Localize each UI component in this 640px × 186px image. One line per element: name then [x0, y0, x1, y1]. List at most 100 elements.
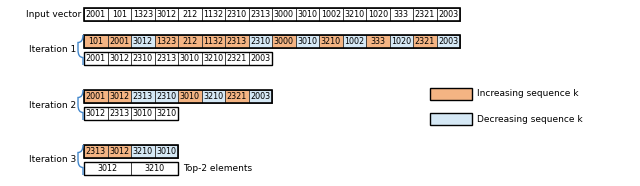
Bar [178, 90, 202, 103]
Bar [430, 113, 472, 125]
Bar [84, 145, 108, 158]
Text: 2003: 2003 [250, 92, 270, 101]
Bar [131, 35, 154, 48]
Bar [131, 145, 154, 158]
Bar [131, 107, 154, 120]
Bar [84, 52, 108, 65]
Bar [84, 90, 272, 103]
Text: 1132: 1132 [203, 10, 223, 19]
Text: Increasing sequence k: Increasing sequence k [477, 89, 579, 99]
Bar [436, 8, 460, 21]
Text: Decreasing sequence k: Decreasing sequence k [477, 115, 582, 124]
Bar [178, 52, 202, 65]
Text: 1002: 1002 [321, 10, 341, 19]
Bar [84, 162, 131, 175]
Text: 333: 333 [371, 37, 385, 46]
Text: 1020: 1020 [391, 37, 412, 46]
Bar [390, 8, 413, 21]
Bar [413, 8, 436, 21]
Bar [178, 35, 202, 48]
Bar [178, 8, 202, 21]
Bar [131, 90, 154, 103]
Text: 3010: 3010 [297, 37, 317, 46]
Text: 3010: 3010 [180, 92, 200, 101]
Bar [131, 162, 178, 175]
Text: 3012: 3012 [109, 92, 129, 101]
Bar [84, 35, 108, 48]
Text: 1323: 1323 [156, 37, 176, 46]
Text: 101: 101 [112, 10, 127, 19]
Bar [272, 8, 296, 21]
Text: Input vector: Input vector [26, 10, 81, 19]
Bar [154, 107, 178, 120]
Text: 2313: 2313 [227, 37, 247, 46]
Bar [272, 35, 296, 48]
Bar [390, 35, 413, 48]
Bar [296, 35, 319, 48]
Bar [319, 35, 342, 48]
Text: 2321: 2321 [415, 37, 435, 46]
Bar [108, 107, 131, 120]
Text: 3012: 3012 [109, 147, 129, 156]
Bar [248, 35, 272, 48]
Bar [225, 90, 248, 103]
Text: 2001: 2001 [86, 92, 106, 101]
Text: 1132: 1132 [203, 37, 223, 46]
Bar [84, 90, 108, 103]
Bar [225, 35, 248, 48]
Text: 2313: 2313 [86, 147, 106, 156]
Bar [154, 52, 178, 65]
Text: 3000: 3000 [274, 37, 294, 46]
Text: Iteration 3: Iteration 3 [29, 155, 76, 164]
Bar [202, 90, 225, 103]
Bar [131, 52, 154, 65]
Bar [202, 52, 225, 65]
Bar [154, 35, 178, 48]
Text: 212: 212 [182, 37, 197, 46]
Text: 3210: 3210 [132, 147, 153, 156]
Text: 2321: 2321 [227, 92, 247, 101]
Bar [84, 52, 272, 65]
Text: 3012: 3012 [97, 164, 118, 173]
Text: 2310: 2310 [132, 54, 153, 63]
Text: 101: 101 [88, 37, 103, 46]
Text: 3210: 3210 [145, 164, 164, 173]
Text: 3000: 3000 [274, 10, 294, 19]
Text: 2310: 2310 [156, 92, 176, 101]
Bar [202, 35, 225, 48]
Text: 3010: 3010 [132, 109, 153, 118]
Text: 1323: 1323 [132, 10, 153, 19]
Bar [108, 52, 131, 65]
Bar [366, 35, 390, 48]
Bar [108, 8, 131, 21]
Text: 2003: 2003 [250, 54, 270, 63]
Text: 2001: 2001 [86, 10, 106, 19]
Bar [319, 8, 342, 21]
Text: 3010: 3010 [297, 10, 317, 19]
Bar [225, 8, 248, 21]
Text: 2313: 2313 [109, 109, 129, 118]
Text: 2310: 2310 [250, 37, 270, 46]
Text: 3210: 3210 [321, 37, 341, 46]
Bar [248, 90, 272, 103]
Text: 3210: 3210 [344, 10, 364, 19]
Text: 3210: 3210 [203, 54, 223, 63]
Text: 1020: 1020 [368, 10, 388, 19]
Bar [84, 145, 178, 158]
Text: 3210: 3210 [203, 92, 223, 101]
Bar [248, 8, 272, 21]
Bar [342, 35, 366, 48]
Text: 2313: 2313 [250, 10, 270, 19]
Bar [84, 8, 460, 21]
Bar [430, 88, 472, 100]
Text: 2313: 2313 [132, 92, 153, 101]
Text: 3012: 3012 [86, 109, 106, 118]
Bar [202, 8, 225, 21]
Text: 1002: 1002 [344, 37, 364, 46]
Bar [296, 8, 319, 21]
Bar [413, 35, 436, 48]
Text: 2321: 2321 [415, 10, 435, 19]
Bar [108, 35, 131, 48]
Bar [342, 8, 366, 21]
Bar [248, 52, 272, 65]
